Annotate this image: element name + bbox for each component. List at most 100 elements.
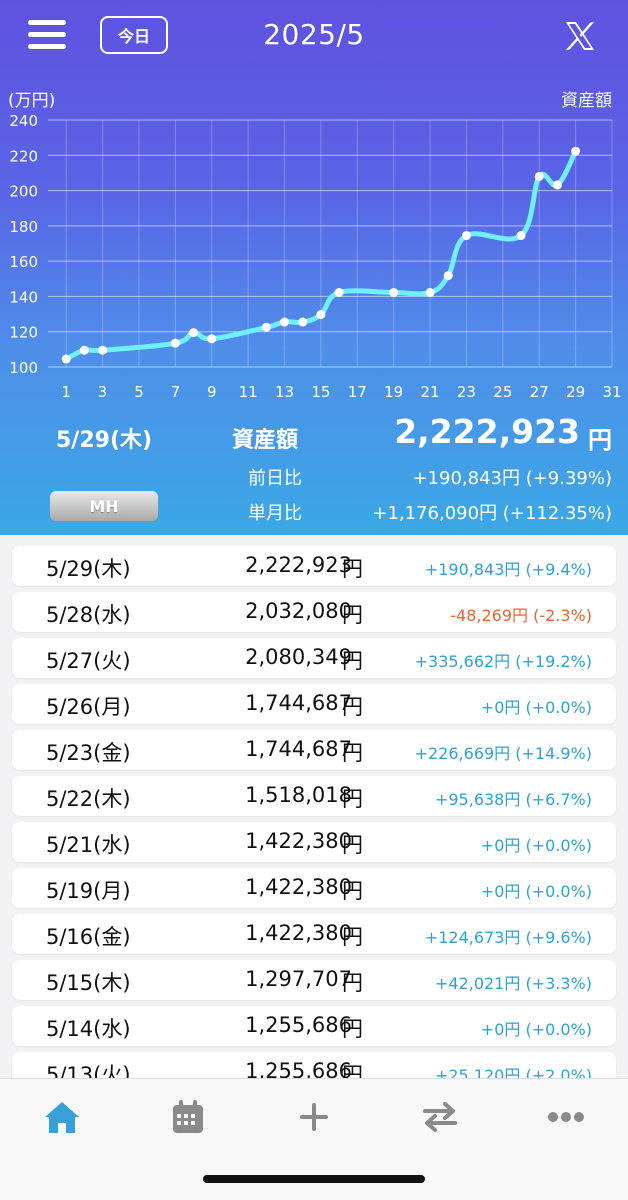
- prev-day-value: +190,843円 (+9.39%): [412, 468, 612, 489]
- calendar-icon[interactable]: [164, 1097, 212, 1137]
- row-date: 5/28(水): [46, 603, 131, 627]
- chart-series-label: 資産額: [561, 91, 612, 111]
- row-change: +124,673円 (+9.6%): [424, 928, 592, 947]
- row-change: +226,669円 (+14.9%): [414, 744, 592, 763]
- summary-panel: 5/29(木) 資産額 2,222,923 円 前日比 +190,843円 (+…: [0, 410, 628, 535]
- top-panel: 今日 2025/5 (万円) 資産額 100 120 140 160 180 200 220…: [0, 0, 628, 535]
- row-date: 5/15(木): [46, 971, 131, 995]
- x-tick-label: 13: [275, 383, 294, 401]
- daily-asset-list[interactable]: 5/29(木) 2,222,923 円 +190,843円 (+9.4%) 5/28(水…: [0, 538, 628, 1078]
- list-item[interactable]: 5/16(金) 1,422,380 円 +124,673円 (+9.6%): [12, 914, 616, 954]
- row-yen: 円: [342, 649, 363, 673]
- row-yen: 円: [342, 603, 363, 627]
- row-date: 5/27(火): [46, 649, 131, 673]
- list-item[interactable]: 5/14(水) 1,255,686 円 +0円 (+0.0%): [12, 1006, 616, 1046]
- x-tick-label: 1: [61, 383, 71, 401]
- x-tick-label: 7: [171, 383, 181, 401]
- x-tick-label: 23: [457, 383, 476, 401]
- data-point: [79, 345, 89, 355]
- row-date: 5/22(木): [46, 787, 131, 811]
- data-point: [443, 271, 453, 281]
- data-point: [571, 146, 581, 156]
- x-tick-label: 9: [207, 383, 217, 401]
- summary-date: 5/29(木): [56, 428, 153, 453]
- row-change: +25,120円 (+2.0%): [434, 1066, 592, 1078]
- row-value: 1,422,380: [245, 921, 352, 945]
- row-date: 5/14(水): [46, 1017, 131, 1041]
- row-change: +95,638円 (+6.7%): [434, 790, 592, 809]
- list-item[interactable]: 5/28(水) 2,032,080 円 -48,269円 (-2.3%): [12, 592, 616, 632]
- list-item[interactable]: 5/23(金) 1,744,687 円 +226,669円 (+14.9%): [12, 730, 616, 770]
- month-title: 2025/5: [263, 18, 365, 51]
- row-date: 5/23(金): [46, 741, 131, 765]
- mh-button[interactable]: MH: [50, 491, 158, 521]
- month-compare-value: +1,176,090円 (+112.35%): [372, 503, 612, 524]
- row-yen: 円: [342, 1017, 363, 1041]
- row-date: 5/26(月): [46, 695, 131, 719]
- home-icon[interactable]: [38, 1097, 86, 1137]
- row-date: 5/13(火): [46, 1063, 131, 1078]
- x-tick-label: 3: [98, 383, 108, 401]
- row-value: 1,422,380: [245, 829, 352, 853]
- row-value: 2,080,349: [245, 645, 352, 669]
- x-tick-label: 25: [493, 383, 512, 401]
- row-change: +0円 (+0.0%): [480, 1020, 592, 1039]
- row-change: -48,269円 (-2.3%): [450, 606, 592, 625]
- row-change: +190,843円 (+9.4%): [424, 560, 592, 579]
- row-change: +42,021円 (+3.3%): [434, 974, 592, 993]
- home-indicator: [203, 1175, 425, 1183]
- more-icon[interactable]: [542, 1097, 590, 1137]
- data-point: [425, 288, 435, 298]
- tab-bar: [0, 1078, 628, 1200]
- row-value: 1,255,686: [245, 1059, 352, 1078]
- row-yen: 円: [342, 925, 363, 949]
- row-yen: 円: [342, 741, 363, 765]
- row-yen: 円: [342, 787, 363, 811]
- data-point: [261, 322, 271, 332]
- list-item[interactable]: 5/26(月) 1,744,687 円 +0円 (+0.0%): [12, 684, 616, 724]
- list-item[interactable]: 5/27(火) 2,080,349 円 +335,662円 (+19.2%): [12, 638, 616, 678]
- list-item[interactable]: 5/22(木) 1,518,018 円 +95,638円 (+6.7%): [12, 776, 616, 816]
- row-value: 1,744,687: [245, 737, 352, 761]
- y-tick-label: 220: [9, 147, 38, 165]
- y-tick-label: 200: [9, 183, 38, 201]
- row-value: 1,518,018: [245, 783, 352, 807]
- today-button[interactable]: 今日: [100, 16, 168, 54]
- row-yen: 円: [342, 833, 363, 857]
- data-point: [61, 354, 71, 364]
- x-tick-label: 31: [602, 383, 621, 401]
- list-item[interactable]: 5/21(水) 1,422,380 円 +0円 (+0.0%): [12, 822, 616, 862]
- y-tick-label: 100: [9, 359, 38, 377]
- y-tick-label: 120: [9, 324, 38, 342]
- list-item[interactable]: 5/19(月) 1,422,380 円 +0円 (+0.0%): [12, 868, 616, 908]
- y-tick-label: 240: [9, 112, 38, 130]
- summary-label: 資産額: [232, 428, 299, 453]
- data-point: [170, 338, 180, 348]
- list-item[interactable]: 5/13(火) 1,255,686 円 +25,120円 (+2.0%): [12, 1052, 616, 1078]
- list-item[interactable]: 5/29(木) 2,222,923 円 +190,843円 (+9.4%): [12, 546, 616, 586]
- row-value: 2,032,080: [245, 599, 352, 623]
- x-tick-label: 29: [566, 383, 585, 401]
- y-tick-label: 160: [9, 253, 38, 271]
- menu-icon[interactable]: [28, 20, 66, 50]
- data-point: [280, 317, 290, 327]
- plus-icon[interactable]: [290, 1097, 338, 1137]
- row-yen: 円: [342, 695, 363, 719]
- data-point: [98, 345, 108, 355]
- data-point: [461, 231, 471, 241]
- x-share-icon[interactable]: [560, 16, 600, 56]
- data-point: [534, 171, 544, 181]
- transfer-icon[interactable]: [416, 1097, 464, 1137]
- row-date: 5/21(水): [46, 833, 131, 857]
- row-value: 1,255,686: [245, 1013, 352, 1037]
- summary-total-value: 2,222,923: [394, 412, 580, 451]
- x-tick-label: 15: [311, 383, 330, 401]
- x-tick-label: 17: [348, 383, 367, 401]
- y-tick-label: 140: [9, 288, 38, 306]
- x-tick-label: 11: [239, 383, 258, 401]
- data-point: [552, 180, 562, 190]
- list-item[interactable]: 5/15(木) 1,297,707 円 +42,021円 (+3.3%): [12, 960, 616, 1000]
- data-point: [298, 317, 308, 327]
- data-point: [389, 288, 399, 298]
